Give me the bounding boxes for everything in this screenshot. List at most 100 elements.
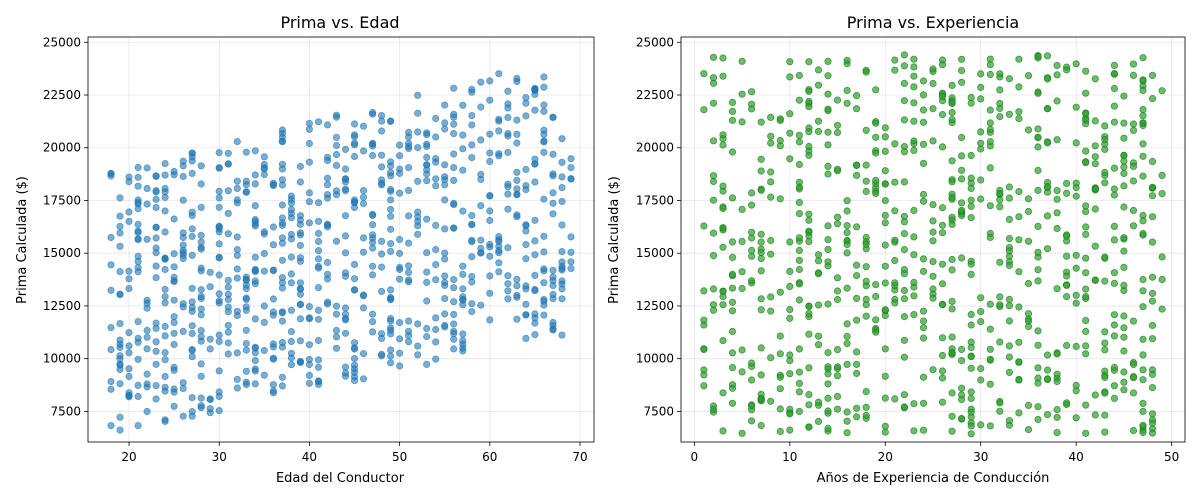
data-point xyxy=(558,331,566,339)
data-point xyxy=(929,65,937,73)
data-point xyxy=(296,290,304,298)
data-point xyxy=(116,267,124,276)
data-point xyxy=(395,189,404,197)
data-point xyxy=(1082,292,1090,301)
data-point xyxy=(404,128,413,136)
data-point xyxy=(1158,87,1166,95)
data-point xyxy=(1043,366,1052,374)
data-point xyxy=(486,130,494,138)
data-point xyxy=(862,277,870,285)
data-point xyxy=(368,108,377,117)
data-point xyxy=(1129,60,1138,68)
data-point xyxy=(116,242,124,250)
data-point xyxy=(824,170,832,178)
data-point xyxy=(1063,232,1071,240)
data-point xyxy=(179,300,187,308)
data-point xyxy=(404,276,413,284)
data-point xyxy=(269,266,277,275)
data-point xyxy=(450,224,458,232)
data-point xyxy=(967,364,975,372)
data-point xyxy=(919,307,928,315)
data-point xyxy=(986,138,994,146)
data-point xyxy=(1139,428,1147,437)
data-point xyxy=(1082,223,1090,231)
data-point xyxy=(486,272,494,280)
data-point xyxy=(215,194,223,202)
data-point xyxy=(278,256,286,264)
data-point xyxy=(1148,183,1157,191)
data-point xyxy=(814,257,823,265)
data-point xyxy=(441,125,449,133)
data-point xyxy=(1139,376,1147,384)
data-point xyxy=(1063,189,1071,197)
data-point xyxy=(188,345,196,354)
data-point xyxy=(795,96,804,104)
data-point xyxy=(513,315,521,323)
data-point xyxy=(188,157,196,165)
data-point xyxy=(441,173,449,181)
data-point xyxy=(161,332,169,340)
data-point xyxy=(323,181,332,189)
data-point xyxy=(977,176,985,184)
data-point xyxy=(996,407,1004,415)
data-point xyxy=(531,160,539,168)
data-point xyxy=(197,286,205,294)
data-point xyxy=(738,284,746,293)
data-point xyxy=(495,152,503,160)
data-point xyxy=(1015,108,1023,116)
data-point xyxy=(179,249,187,257)
data-point xyxy=(1082,350,1090,358)
data-point xyxy=(986,422,994,430)
data-point xyxy=(242,346,250,354)
data-point xyxy=(919,140,928,148)
data-point xyxy=(910,310,918,319)
data-point xyxy=(786,305,794,314)
data-point xyxy=(967,343,975,352)
data-point xyxy=(1139,217,1147,225)
data-point xyxy=(477,249,485,257)
data-point xyxy=(423,153,431,162)
data-point xyxy=(395,318,404,327)
data-point xyxy=(395,165,404,173)
data-point xyxy=(269,355,277,363)
data-point xyxy=(531,271,539,279)
data-point xyxy=(134,227,142,235)
data-point xyxy=(477,175,485,183)
data-point xyxy=(287,349,295,357)
data-point xyxy=(368,238,377,247)
data-point xyxy=(833,345,842,354)
data-point xyxy=(1120,182,1128,190)
data-point xyxy=(1148,238,1157,246)
data-point xyxy=(350,139,359,147)
data-point xyxy=(215,297,223,305)
data-point xyxy=(757,230,765,238)
data-point xyxy=(872,119,880,127)
data-point xyxy=(852,294,861,302)
data-point xyxy=(170,402,178,410)
data-point xyxy=(891,140,899,148)
data-point xyxy=(1005,353,1014,361)
data-point xyxy=(305,189,313,197)
data-point xyxy=(558,135,566,143)
data-point xyxy=(305,119,313,128)
y-tick-label: 7500 xyxy=(643,404,674,418)
data-point xyxy=(1024,401,1033,409)
data-point xyxy=(486,207,494,215)
data-point xyxy=(477,301,485,309)
data-point xyxy=(872,280,880,289)
data-point xyxy=(260,165,268,173)
data-point xyxy=(824,141,832,149)
data-point xyxy=(314,118,323,126)
data-point xyxy=(359,147,368,155)
data-point xyxy=(1005,302,1014,310)
x-tick-label: 30 xyxy=(212,450,227,464)
data-point xyxy=(957,133,966,142)
data-point xyxy=(929,105,937,113)
data-point xyxy=(938,280,947,288)
data-point xyxy=(359,187,368,195)
y-tick-label: 22500 xyxy=(43,88,81,102)
data-point xyxy=(414,342,422,350)
data-point xyxy=(1091,242,1099,250)
data-point xyxy=(341,304,350,312)
data-point xyxy=(134,205,142,213)
